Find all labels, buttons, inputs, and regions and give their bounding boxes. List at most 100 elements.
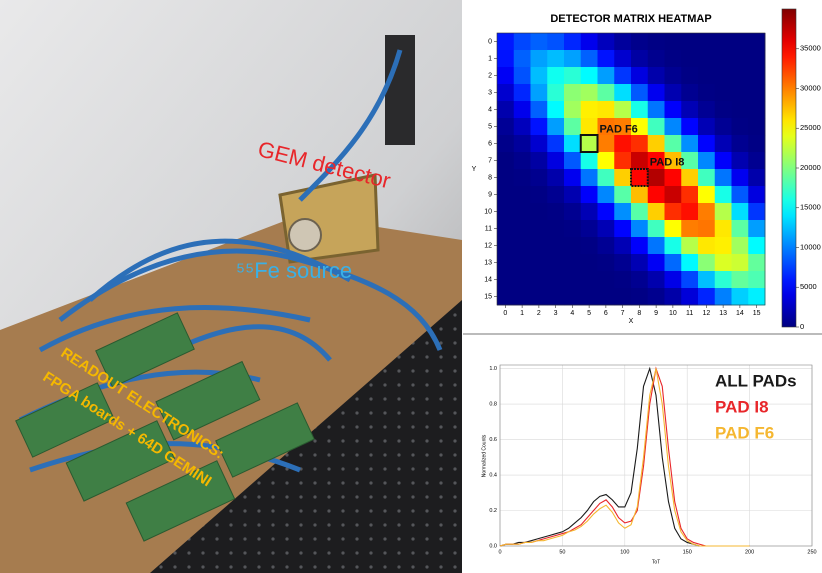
heatmap-cell — [647, 50, 665, 68]
heatmap-cell — [631, 237, 649, 255]
x-tick-label: 7 — [621, 310, 625, 317]
heatmap-cell — [614, 33, 632, 51]
heatmap-cell — [564, 237, 582, 255]
heatmap-cell — [564, 271, 582, 289]
y-tick-label: 9 — [488, 191, 492, 198]
heatmap-cell — [714, 67, 732, 85]
heatmap-cell — [748, 84, 766, 102]
heatmap-cell — [731, 33, 749, 51]
x-tick-label: 2 — [537, 310, 541, 317]
heatmap-cell — [647, 152, 665, 170]
heatmap-cell — [614, 152, 632, 170]
heatmap-cell — [497, 169, 515, 187]
heatmap-cell — [614, 84, 632, 102]
heatmap-cell — [748, 288, 766, 306]
heatmap-cell — [547, 118, 565, 136]
heatmap-cell — [530, 186, 548, 204]
heatmap-cell — [698, 237, 716, 255]
y-tick-label: 1 — [488, 55, 492, 62]
heatmap-cell — [631, 203, 649, 221]
heatmap-cell — [564, 288, 582, 306]
x-tick-label: 8 — [637, 310, 641, 317]
heatmap-cell — [513, 203, 531, 221]
heatmap-cell — [681, 203, 699, 221]
y-tick-label: 15 — [484, 293, 492, 300]
heatmap-cell — [597, 254, 615, 272]
x-tick-label: 200 — [745, 549, 754, 555]
heatmap-cell — [513, 169, 531, 187]
heatmap-cell — [664, 101, 682, 119]
heatmap-cell — [681, 67, 699, 85]
heatmap-cell — [614, 254, 632, 272]
heatmap-cell — [714, 101, 732, 119]
y-tick-label: 0 — [488, 38, 492, 45]
heatmap-cell — [597, 288, 615, 306]
heatmap-cell — [698, 271, 716, 289]
heatmap-cell — [698, 50, 716, 68]
heatmap-cell — [681, 152, 699, 170]
heatmap-cell — [580, 118, 598, 136]
heatmap-cell — [580, 50, 598, 68]
heatmap-cell — [547, 271, 565, 289]
heatmap-cell — [631, 67, 649, 85]
y-tick-label: 14 — [484, 276, 492, 283]
heatmap-cell — [664, 67, 682, 85]
heatmap-cell — [748, 135, 766, 153]
heatmap-cell — [530, 169, 548, 187]
heatmap-cell — [513, 271, 531, 289]
heatmap-cell — [681, 169, 699, 187]
heatmap-cell — [597, 271, 615, 289]
series-line — [499, 368, 750, 547]
heatmap-cell — [513, 118, 531, 136]
heatmap-cell — [631, 84, 649, 102]
heatmap-cell — [530, 84, 548, 102]
heatmap-cell — [631, 118, 649, 136]
y-tick-label: 11 — [485, 225, 492, 232]
heatmap-cell — [698, 101, 716, 119]
heatmap-cell — [513, 101, 531, 119]
heatmap-cell — [497, 84, 515, 102]
heatmap-cell — [631, 50, 649, 68]
heatmap-cell — [580, 254, 598, 272]
heatmap-cell — [731, 101, 749, 119]
heatmap-cell — [597, 67, 615, 85]
heatmap-cell — [714, 33, 732, 51]
heatmap-cell — [647, 220, 665, 238]
heatmap-cell — [647, 254, 665, 272]
heatmap-cell — [681, 254, 699, 272]
colorbar-tick-label: 5000 — [800, 282, 817, 291]
heatmap-cell — [530, 118, 548, 136]
heatmap-cell — [748, 186, 766, 204]
heatmap-cell — [748, 50, 766, 68]
x-axis-label: X — [629, 318, 634, 325]
heatmap-cell — [681, 84, 699, 102]
heatmap-cell — [547, 50, 565, 68]
heatmap-cell — [580, 67, 598, 85]
heatmap-cell — [564, 33, 582, 51]
heatmap-cell — [647, 271, 665, 289]
heatmap-cell — [731, 203, 749, 221]
heatmap-cell — [547, 101, 565, 119]
heatmap-cell — [664, 237, 682, 255]
x-tick-label: 100 — [620, 549, 629, 555]
heatmap-cell — [731, 67, 749, 85]
heatmap-cell — [748, 152, 766, 170]
heatmap-cell — [547, 186, 565, 204]
heatmap-cell — [631, 186, 649, 204]
heatmap-cell — [631, 169, 649, 187]
heatmap-cell — [580, 169, 598, 187]
histogram: ToT Normalized Counts 0 50 100 150 200 250 0.0… — [481, 364, 817, 565]
heatmap-cell — [580, 203, 598, 221]
heatmap-cell — [513, 152, 531, 170]
heatmap-cell — [513, 254, 531, 272]
heatmap-cell — [698, 33, 716, 51]
x-tick-label: 15 — [753, 310, 761, 317]
pad-marker — [630, 168, 649, 187]
heatmap-cell — [513, 33, 531, 51]
heatmap-cell — [497, 254, 515, 272]
heatmap-cell — [664, 135, 682, 153]
heatmap-cell — [513, 237, 531, 255]
heatmap-cell — [564, 254, 582, 272]
heatmap-cell — [698, 254, 716, 272]
heatmap-cell — [547, 203, 565, 221]
